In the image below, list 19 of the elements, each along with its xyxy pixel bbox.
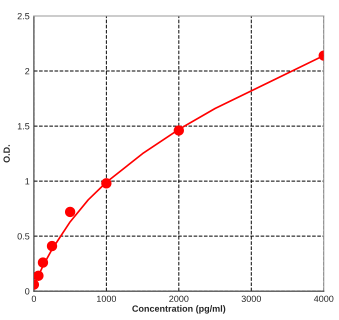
point	[38, 257, 48, 268]
x-axis-title: Concentration (pg/ml)	[132, 305, 226, 314]
y-tick-label: 2.5	[18, 12, 30, 20]
x-tick-label: 0	[32, 296, 36, 302]
x-tick-label: 4000	[314, 296, 334, 302]
point	[64, 206, 76, 218]
point	[174, 125, 184, 136]
x-tick-label: 1000	[97, 296, 116, 302]
y-tick-label: 0.5	[18, 233, 30, 240]
y-tick-label: 0	[25, 288, 30, 295]
point	[34, 270, 44, 281]
x-tick-label: 2000	[169, 296, 189, 302]
y-axis-title: O.D.	[3, 144, 10, 163]
point	[46, 240, 58, 252]
y-tick-label: 2	[25, 68, 30, 74]
y-tick-label: 1.5	[18, 123, 30, 130]
y-tick-label: 1	[25, 178, 30, 184]
point	[101, 178, 112, 188]
x-tick-label: 3000	[242, 296, 261, 302]
